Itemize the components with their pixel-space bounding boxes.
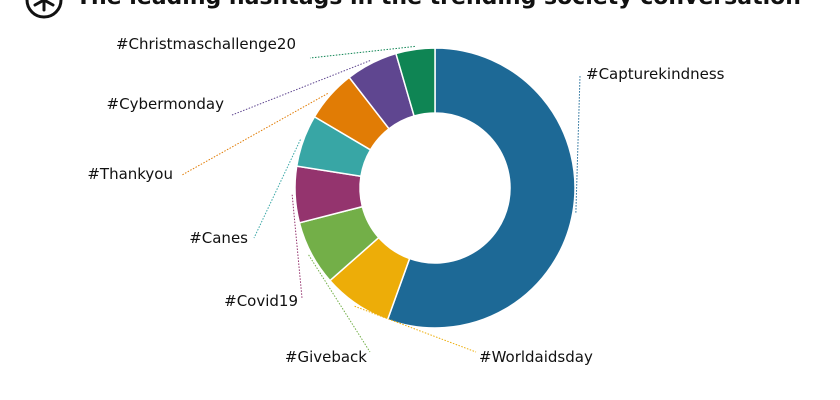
leader-line xyxy=(354,305,477,353)
slice-label: #Thankyou xyxy=(87,165,173,183)
leader-lines xyxy=(181,45,581,353)
slice-label: #Covid19 xyxy=(224,292,298,310)
slice-label: #Worldaidsday xyxy=(479,348,593,366)
slice-label: #Capturekindness xyxy=(586,65,725,83)
leader-line xyxy=(575,75,581,213)
leader-line xyxy=(231,60,371,116)
header: The leading hashtags in the trending soc… xyxy=(0,0,840,24)
leader-line xyxy=(291,194,303,299)
leader-line xyxy=(309,45,415,59)
slice-capturekindness xyxy=(386,47,576,329)
slice-label: #Canes xyxy=(189,229,248,247)
slice-label: #Cybermonday xyxy=(107,95,225,113)
slice-label: #Christmaschallenge20 xyxy=(116,35,296,53)
donut-slices xyxy=(294,47,576,329)
leader-line xyxy=(181,92,328,176)
leader-line xyxy=(253,139,301,239)
asterisk-logo-icon xyxy=(25,0,63,19)
slice-christmaschallenge20 xyxy=(395,47,436,117)
slice-label: #Giveback xyxy=(285,348,367,366)
slice-labels: #Capturekindness #Worldaidsday #Giveback #C… xyxy=(87,35,724,366)
leader-line xyxy=(308,254,371,353)
chart-title: The leading hashtags in the trending soc… xyxy=(76,0,801,11)
